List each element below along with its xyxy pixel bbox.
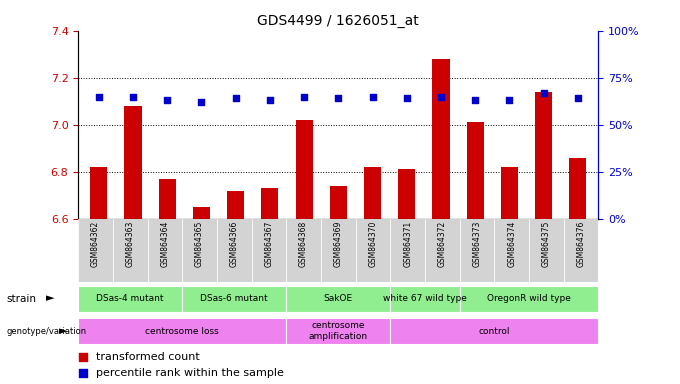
Bar (569, 158, 586, 219)
Bar (148, 219, 182, 282)
Bar (182, 286, 286, 311)
Text: GSM864366: GSM864366 (230, 221, 239, 267)
Bar (364, 167, 381, 219)
Point (231, 95, 241, 101)
Point (538, 90, 549, 96)
Bar (390, 318, 598, 344)
Bar (529, 219, 564, 282)
Point (78, 370, 89, 376)
Text: percentile rank within the sample: percentile rank within the sample (97, 368, 284, 378)
Bar (398, 169, 415, 219)
Point (367, 94, 378, 100)
Bar (321, 219, 356, 282)
Point (401, 95, 412, 101)
Bar (535, 92, 552, 219)
Bar (296, 120, 313, 219)
Bar (227, 191, 244, 219)
Point (470, 97, 481, 103)
Title: GDS4499 / 1626051_at: GDS4499 / 1626051_at (258, 14, 419, 28)
Bar (494, 219, 529, 282)
Bar (460, 219, 494, 282)
Point (78, 354, 89, 360)
Text: ►: ► (46, 293, 54, 304)
Point (265, 97, 275, 103)
Text: ►: ► (59, 326, 67, 336)
Text: OregonR wild type: OregonR wild type (487, 294, 571, 303)
Bar (501, 167, 518, 219)
Text: SakOE: SakOE (324, 294, 353, 303)
Bar (330, 186, 347, 219)
Bar (466, 122, 483, 219)
Text: GSM864370: GSM864370 (369, 221, 377, 267)
Text: GSM864371: GSM864371 (403, 221, 412, 267)
Text: centrosome
amplification: centrosome amplification (309, 321, 368, 341)
Bar (286, 318, 390, 344)
Text: GSM864369: GSM864369 (334, 221, 343, 267)
Text: genotype/variation: genotype/variation (7, 327, 87, 336)
Point (333, 95, 343, 101)
Bar (78, 318, 286, 344)
Bar (182, 219, 217, 282)
Text: GSM864365: GSM864365 (195, 221, 204, 267)
Text: GSM864362: GSM864362 (91, 221, 100, 267)
Text: DSas-6 mutant: DSas-6 mutant (201, 294, 268, 303)
Text: GSM864376: GSM864376 (577, 221, 585, 267)
Bar (390, 219, 425, 282)
Bar (78, 286, 182, 311)
Text: GSM864375: GSM864375 (542, 221, 551, 267)
Bar (217, 219, 252, 282)
Bar (193, 207, 210, 219)
Bar (286, 286, 390, 311)
Text: GSM864364: GSM864364 (160, 221, 169, 267)
Bar (124, 106, 141, 219)
Bar (425, 219, 460, 282)
Bar (158, 179, 175, 219)
Text: GSM864368: GSM864368 (299, 221, 308, 267)
Text: DSas-4 mutant: DSas-4 mutant (97, 294, 164, 303)
Point (93, 94, 104, 100)
Point (504, 97, 515, 103)
Point (162, 97, 173, 103)
Bar (460, 286, 598, 311)
Point (196, 99, 207, 105)
Text: transformed count: transformed count (97, 352, 200, 362)
Point (299, 94, 309, 100)
Bar (78, 219, 113, 282)
Point (128, 94, 139, 100)
Point (573, 95, 583, 101)
Text: centrosome loss: centrosome loss (146, 327, 219, 336)
Bar (390, 286, 460, 311)
Text: GSM864367: GSM864367 (265, 221, 273, 267)
Text: strain: strain (7, 293, 37, 304)
Text: GSM864363: GSM864363 (126, 221, 135, 267)
Bar (252, 219, 286, 282)
Text: GSM864374: GSM864374 (507, 221, 516, 267)
Bar (113, 219, 148, 282)
Text: control: control (479, 327, 510, 336)
Bar (564, 219, 598, 282)
Text: GSM864372: GSM864372 (438, 221, 447, 267)
Bar (286, 219, 321, 282)
Text: white 67 wild type: white 67 wild type (383, 294, 467, 303)
Point (435, 94, 446, 100)
Bar (90, 167, 107, 219)
Bar (432, 59, 449, 219)
Bar (261, 188, 278, 219)
Bar (356, 219, 390, 282)
Text: GSM864373: GSM864373 (473, 221, 481, 267)
